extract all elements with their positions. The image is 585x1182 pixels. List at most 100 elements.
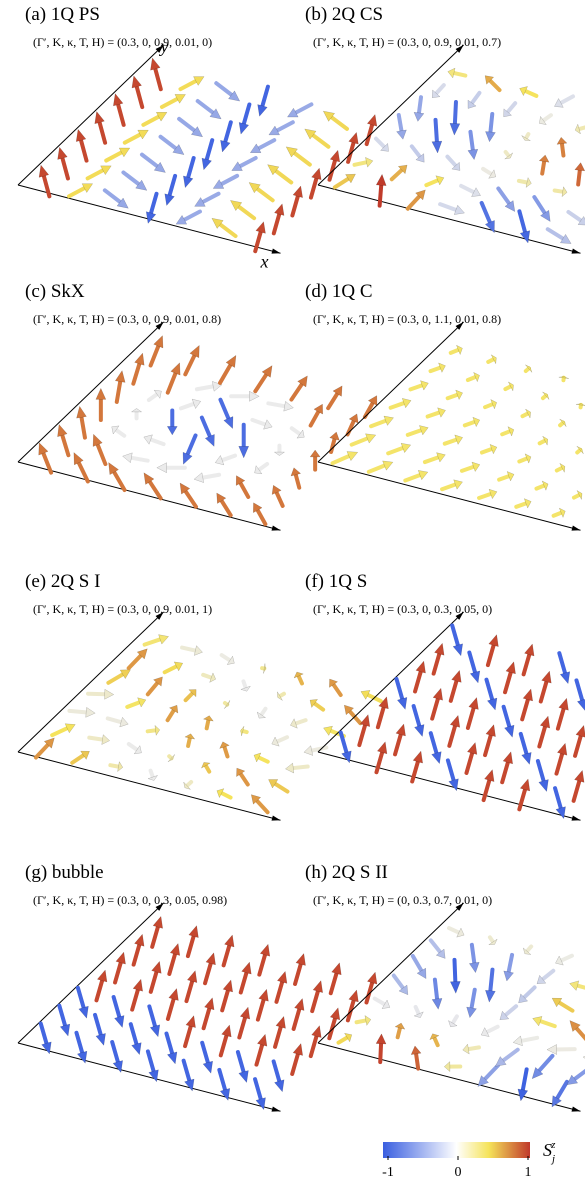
spin-shaft bbox=[574, 678, 585, 704]
spin-shaft bbox=[85, 167, 107, 181]
spin-head bbox=[412, 750, 423, 764]
spin-shaft bbox=[432, 1035, 440, 1048]
spin-shaft bbox=[253, 228, 264, 254]
spin-shaft bbox=[517, 209, 528, 236]
spin-head bbox=[344, 1032, 353, 1043]
spin-shaft bbox=[488, 967, 495, 995]
spin-head bbox=[400, 442, 412, 454]
spin-shaft bbox=[148, 768, 155, 780]
spin-shaft bbox=[336, 1035, 350, 1045]
spin-head bbox=[101, 734, 111, 745]
spin-shaft bbox=[386, 445, 406, 456]
panel-params: (Γ′, K, κ, T, H) = (0.3, 0, 0.9, 0.01, 1… bbox=[33, 602, 212, 616]
spin-head bbox=[532, 1016, 543, 1027]
spin-head bbox=[396, 696, 408, 710]
spin-head bbox=[290, 467, 302, 477]
spin-head bbox=[263, 419, 273, 430]
spin-shaft bbox=[67, 185, 88, 199]
spin-shaft bbox=[503, 384, 514, 392]
spin-head bbox=[542, 435, 549, 447]
spin-shaft bbox=[111, 995, 122, 1021]
spin-head bbox=[116, 197, 129, 209]
spin-head bbox=[359, 714, 371, 728]
spin-head bbox=[131, 75, 142, 89]
spin-shaft bbox=[554, 465, 565, 473]
panel-label: (e) 2Q S I bbox=[25, 571, 100, 592]
spin-shaft bbox=[184, 779, 194, 789]
spin-head bbox=[166, 426, 178, 436]
spin-head bbox=[188, 925, 199, 939]
spin-shaft bbox=[524, 944, 534, 954]
spin-head bbox=[366, 971, 378, 985]
spin-shaft bbox=[255, 996, 267, 1022]
spin-shaft bbox=[217, 1067, 228, 1094]
spin-shaft bbox=[521, 985, 537, 1001]
spin-shaft bbox=[219, 653, 233, 663]
spin-shaft bbox=[479, 200, 493, 226]
spin-shaft bbox=[152, 65, 163, 92]
spin-shaft bbox=[185, 932, 197, 959]
spin-head bbox=[447, 67, 456, 79]
spin-head bbox=[224, 934, 235, 948]
spin-shaft bbox=[518, 731, 529, 758]
spin-head bbox=[348, 413, 359, 424]
panel-params: (Γ′, K, κ, T, H) = (0.3, 0, 0.9, 0.01, 0… bbox=[313, 35, 501, 49]
spin-head bbox=[524, 453, 532, 464]
spin-head bbox=[253, 752, 262, 763]
spin-head bbox=[365, 433, 377, 444]
spin-shaft bbox=[459, 464, 477, 473]
axis-line bbox=[17, 461, 281, 531]
spin-head bbox=[137, 129, 149, 140]
spin-head bbox=[191, 398, 202, 410]
spin-head bbox=[209, 108, 222, 120]
panel: (d) 1Q C (Γ′, K, κ, T, H) = (0.3, 0, 1.1,… bbox=[305, 281, 585, 531]
axis-arrow bbox=[271, 248, 281, 254]
spin-shaft bbox=[481, 776, 492, 803]
spin-head bbox=[454, 434, 464, 445]
spin-shaft bbox=[372, 996, 388, 1007]
spin-shaft bbox=[521, 651, 532, 677]
spin-shaft bbox=[438, 202, 460, 213]
spin-shaft bbox=[222, 120, 233, 146]
spin-head bbox=[209, 672, 217, 683]
spin-shaft bbox=[532, 195, 548, 217]
spin-shaft bbox=[218, 1032, 229, 1058]
spin-head bbox=[435, 948, 446, 959]
spin-shaft bbox=[431, 650, 442, 676]
spin-shaft bbox=[538, 678, 549, 704]
spin-head bbox=[323, 725, 333, 736]
spin-head bbox=[466, 741, 478, 755]
spin-head bbox=[519, 778, 531, 792]
spin-head bbox=[224, 700, 231, 709]
spin-shaft bbox=[378, 1040, 384, 1065]
spin-shaft bbox=[240, 728, 249, 735]
spin-head bbox=[136, 648, 148, 660]
spin-head bbox=[462, 1043, 470, 1055]
spin-shaft bbox=[290, 764, 310, 771]
spin-shaft bbox=[241, 679, 248, 691]
spin-head bbox=[304, 128, 317, 140]
spin-shaft bbox=[250, 417, 269, 427]
spin-head bbox=[380, 142, 389, 152]
spin-shaft bbox=[95, 441, 108, 467]
spin-shaft bbox=[523, 366, 531, 374]
spin-head bbox=[494, 1056, 507, 1067]
spin-shaft bbox=[410, 758, 421, 784]
spin-head bbox=[312, 980, 323, 994]
spin-shaft bbox=[178, 401, 197, 411]
spin-shaft bbox=[167, 754, 174, 761]
spin-head bbox=[329, 1007, 341, 1021]
spin-head bbox=[574, 769, 585, 783]
spin-shaft bbox=[520, 411, 531, 419]
spin-shaft bbox=[308, 745, 329, 753]
spin-head bbox=[453, 204, 465, 215]
spin-shaft bbox=[452, 100, 458, 128]
spin-shaft bbox=[218, 361, 234, 385]
axis-line bbox=[317, 1042, 581, 1112]
spin-head bbox=[541, 480, 549, 491]
spin-head bbox=[551, 1095, 562, 1108]
spin-shaft bbox=[465, 374, 479, 383]
spin-shaft bbox=[121, 170, 142, 188]
spin-shaft bbox=[291, 150, 312, 167]
panel-label: (h) 2Q S II bbox=[305, 862, 388, 883]
